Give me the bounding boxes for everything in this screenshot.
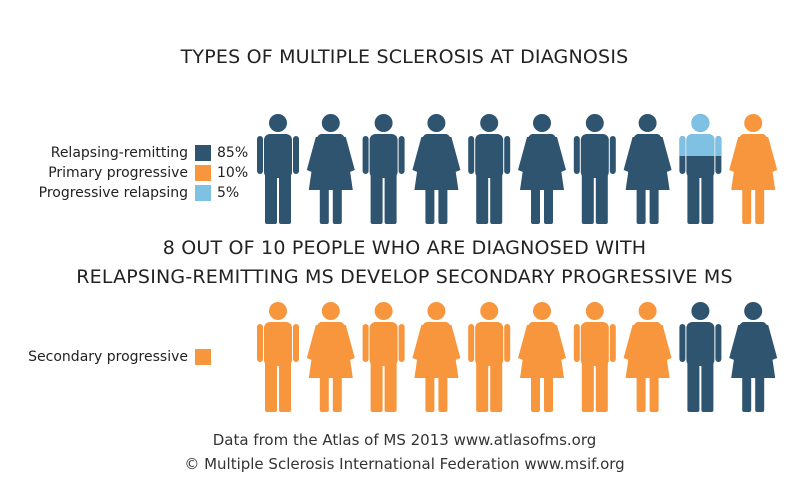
subtitle-line-2: RELAPSING-REMITTING MS DEVELOP SECONDARY… <box>76 266 733 288</box>
legend-item-relapsing-remitting: Relapsing-remitting <box>20 144 188 164</box>
subtitle-line-1: 8 OUT OF 10 PEOPLE WHO ARE DIAGNOSED WIT… <box>162 237 647 259</box>
male-person-icon <box>362 302 405 412</box>
male-person-icon <box>573 114 616 224</box>
male-person-icon <box>257 302 299 412</box>
female-person-icon <box>623 302 672 412</box>
female-person-icon <box>729 302 778 412</box>
female-person-icon <box>306 302 355 412</box>
footer-source: Data from the Atlas of MS 2013 www.atlas… <box>212 431 597 449</box>
legend-item-primary-progressive: Primary progressive <box>20 164 188 184</box>
male-person-icon <box>573 302 616 412</box>
legend-label: Relapsing-remitting <box>50 145 188 161</box>
male-person-icon <box>468 302 511 412</box>
male-person-icon <box>679 114 722 224</box>
female-person-icon <box>729 114 778 224</box>
female-person-icon <box>412 114 461 224</box>
male-person-icon <box>679 302 722 412</box>
legend-label: Progressive relapsing <box>38 185 188 201</box>
legend-label: Secondary progressive <box>28 349 188 365</box>
female-person-icon <box>518 114 566 224</box>
legend-item-secondary-progressive: Secondary progressive <box>20 348 188 368</box>
female-person-icon <box>306 114 355 224</box>
legend-item-progressive-relapsing: Progressive relapsing <box>20 184 188 204</box>
female-person-icon <box>623 114 672 224</box>
legend-swatch-progressive-relapsing <box>195 185 211 201</box>
female-person-icon <box>412 302 461 412</box>
legend-swatch-primary-progressive <box>195 165 211 181</box>
legend-label: Primary progressive <box>48 165 188 181</box>
male-person-icon <box>257 114 299 224</box>
male-person-icon <box>468 114 511 224</box>
legend-swatch-relapsing-remitting <box>195 145 211 161</box>
legend-value-progressive-relapsing: 5% <box>217 185 240 201</box>
legend-value-primary-progressive: 10% <box>217 165 249 181</box>
legend-swatch-secondary-progressive <box>195 349 211 365</box>
male-person-icon <box>362 114 405 224</box>
female-person-icon <box>518 302 566 412</box>
footer-copyright: © Multiple Sclerosis International Feder… <box>184 455 625 473</box>
legend-value-relapsing-remitting: 85% <box>217 145 249 161</box>
chart-title: TYPES OF MULTIPLE SCLEROSIS AT DIAGNOSIS <box>180 46 629 68</box>
